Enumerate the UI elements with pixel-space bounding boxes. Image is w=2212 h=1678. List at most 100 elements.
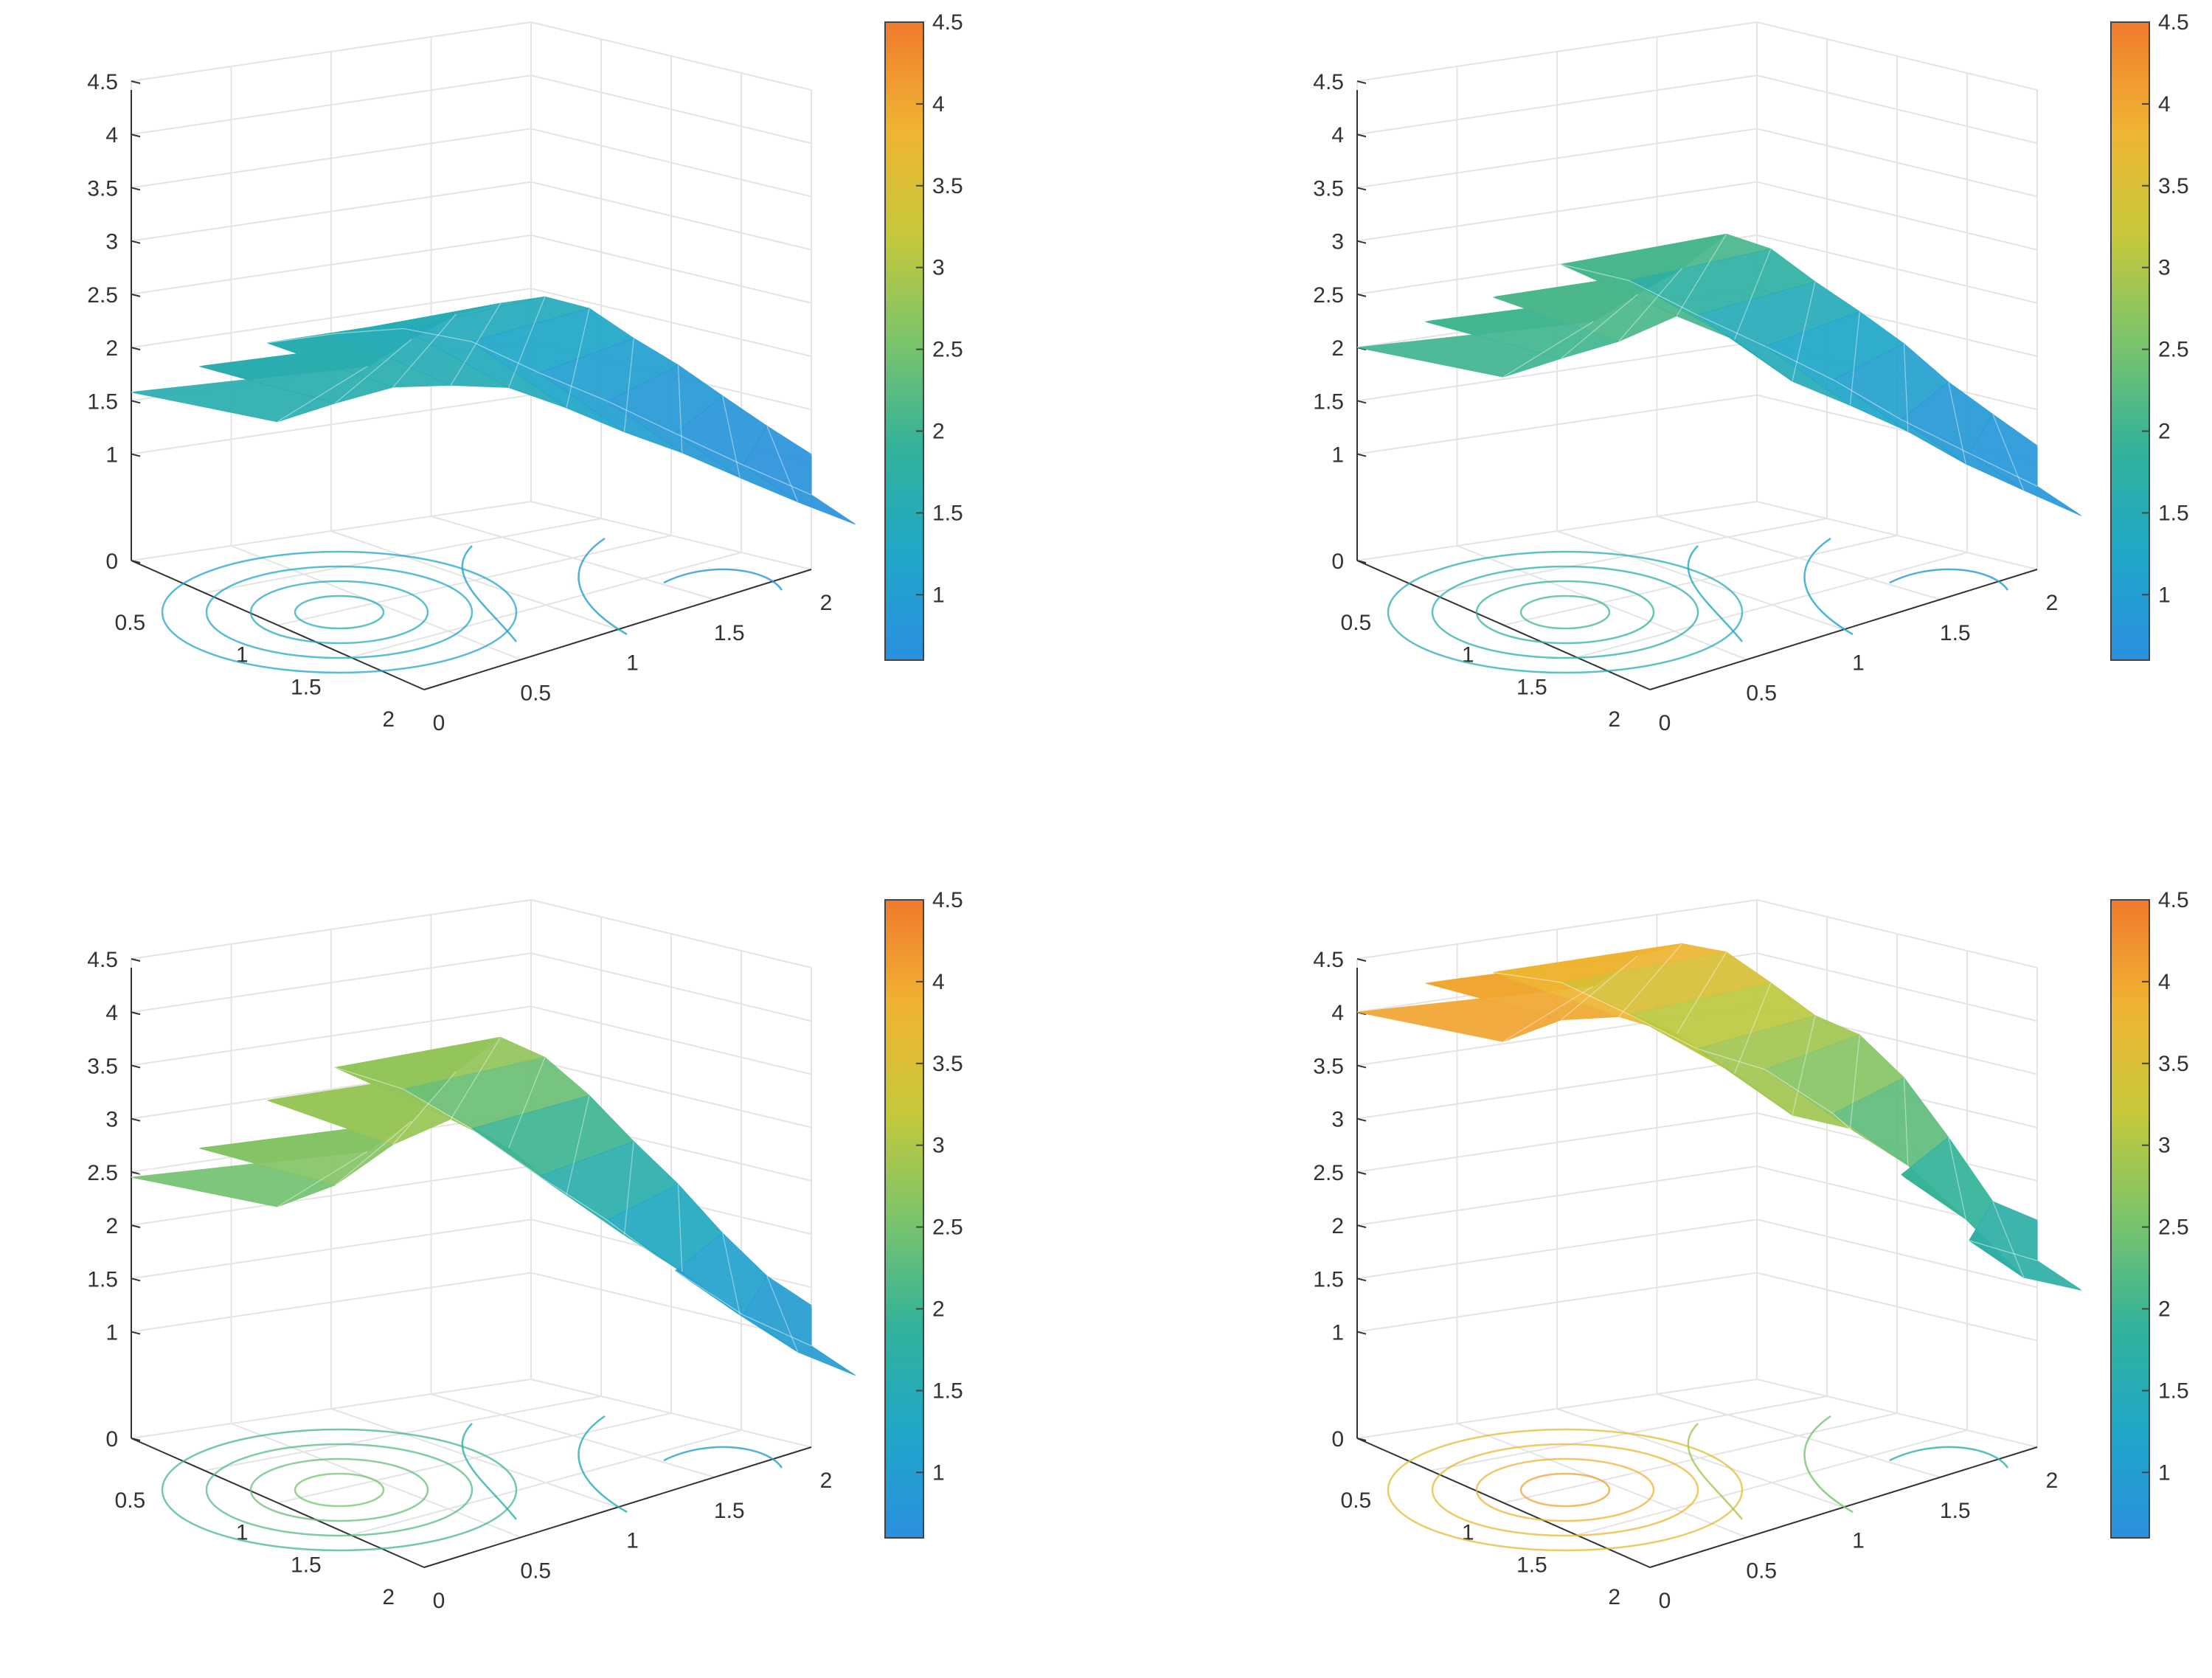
x-tick-label: 0.5 xyxy=(115,611,146,635)
z-tick-label: 1.5 xyxy=(87,389,118,414)
z-tick-mark xyxy=(1356,1117,1367,1122)
floor-grid-line xyxy=(1556,1408,1844,1508)
x-tick-label: 0.5 xyxy=(1341,611,1372,635)
contour-line xyxy=(1431,565,1699,659)
floor-contours xyxy=(161,1415,783,1552)
z-tick-label: 1.5 xyxy=(87,1267,118,1292)
colorbar-ticks: 1 1.5 2 2.5 3 3.5 4 4.5 xyxy=(2142,10,2189,607)
colorbar-tick-label: 2 xyxy=(2158,1297,2171,1321)
contour-line xyxy=(1803,1415,1854,1514)
contour-line xyxy=(1475,1457,1655,1522)
floor-grid-line xyxy=(431,1393,715,1478)
z-tick-label: 3.5 xyxy=(87,1054,118,1078)
surface-mesh-line xyxy=(2036,1219,2082,1291)
y-tick-label: 0 xyxy=(1659,1589,1671,1613)
z-tick-mark xyxy=(1356,400,1367,404)
contour-line xyxy=(1387,1428,1744,1552)
floor-grid-line xyxy=(530,1379,812,1448)
colorbar-tick-label: 4.5 xyxy=(932,888,963,912)
surface-mesh-line xyxy=(277,1151,368,1207)
z-tick-label: 2 xyxy=(1331,1214,1344,1238)
colorbar-tick-label: 1 xyxy=(932,583,945,607)
z-tick-label: 4 xyxy=(1331,123,1344,148)
floor-grid-line xyxy=(1756,501,2038,570)
contour-line xyxy=(205,565,474,659)
colorbar-tick-label: 3.5 xyxy=(2158,174,2189,198)
surface-mesh-line xyxy=(623,1141,634,1235)
wall-grid-line xyxy=(1356,394,1758,455)
colorbar-tick-label: 3 xyxy=(2158,1134,2171,1158)
surface-mesh-line xyxy=(1676,951,1727,1035)
colorbar-ticks: 1 1.5 2 2.5 3 3.5 4 4.5 xyxy=(916,10,963,607)
y-tick-label: 2 xyxy=(820,591,833,615)
z-tick-label: 3 xyxy=(1331,230,1344,254)
floor-grid-line xyxy=(1657,1393,1941,1478)
contour-line xyxy=(1431,1443,1699,1537)
z-tick-mark xyxy=(1356,1438,1367,1441)
contour-line xyxy=(249,580,429,645)
surface-patch xyxy=(1969,413,2082,516)
wall-grid-line xyxy=(1756,21,2038,91)
surface-mesh-line xyxy=(450,303,502,386)
contour-line xyxy=(161,1428,518,1552)
wall-grid-line xyxy=(131,394,532,455)
colorbar-tick-label: 2.5 xyxy=(932,338,963,362)
colorbar-tick-label: 3 xyxy=(932,256,945,280)
wall-grid-line xyxy=(530,288,812,358)
y-tick-label: 0 xyxy=(433,1589,445,1613)
x-ticks: 0.5 1 1.5 2 xyxy=(115,611,395,732)
surface-mesh-line xyxy=(766,1275,799,1353)
wall-grid-line xyxy=(530,952,812,1022)
wall-grid-line xyxy=(1756,1272,2038,1342)
surface-mesh-line xyxy=(677,364,683,453)
contour-line xyxy=(578,537,628,636)
surface-mesh-line xyxy=(811,454,856,525)
wall-grid-line xyxy=(530,1005,812,1075)
y-tick-label: 0.5 xyxy=(1746,681,1777,705)
z-tick-label: 4.5 xyxy=(87,70,118,94)
y-tick-label: 2 xyxy=(2046,1469,2059,1493)
colorbar-tick-label: 2 xyxy=(2158,419,2171,443)
floor-grid-line xyxy=(1756,1379,2038,1448)
surface-mesh-line xyxy=(623,338,634,432)
z-tick-label: 4 xyxy=(1331,1001,1344,1025)
z-tick-label: 4.5 xyxy=(1313,70,1344,94)
x-axis-line xyxy=(131,1438,425,1568)
wall-grid-line xyxy=(1756,74,2038,145)
z-ticks: 0 1 1.5 2 2.5 3 3.5 4 4.5 xyxy=(1313,948,1367,1452)
floor-grid-line xyxy=(330,1408,618,1508)
contour-line xyxy=(161,550,518,674)
wall-grid-line xyxy=(1356,899,1758,960)
contour-line xyxy=(1803,537,1854,636)
wall-grid-line xyxy=(1756,1218,2038,1289)
wall-grid-line xyxy=(1356,1272,1758,1333)
surface-mesh-line xyxy=(508,1057,546,1148)
y-tick-label: 1.5 xyxy=(1940,1499,1971,1523)
z-tick-label: 1 xyxy=(1331,1321,1344,1345)
z-tick-label: 0 xyxy=(105,549,118,574)
colorbar-tick-label: 2 xyxy=(932,419,945,443)
contour-line xyxy=(1687,545,1743,642)
z-tick-mark xyxy=(1356,1277,1367,1282)
y-ticks: 0 0.5 1 1.5 2 xyxy=(433,591,833,735)
colorbar-ticks: 1 1.5 2 2.5 3 3.5 4 4.5 xyxy=(916,888,963,1485)
floor-contours xyxy=(1387,537,2009,674)
x-ticks: 0.5 1 1.5 2 xyxy=(1341,1488,1620,1609)
x-tick-label: 1.5 xyxy=(1516,1553,1547,1577)
y-tick-label: 0 xyxy=(433,711,445,735)
y-tick-label: 1 xyxy=(1852,651,1865,676)
floor-grid-line xyxy=(350,552,742,659)
y-tick-label: 1 xyxy=(626,651,639,676)
x-tick-label: 2 xyxy=(1608,707,1620,732)
y-tick-label: 0.5 xyxy=(1746,1559,1777,1583)
z-tick-mark xyxy=(1356,1171,1367,1175)
panel-b: 0 1 1.5 2 2.5 3 3.5 4 4.5 0.5 1 1.5 2 0 0.5 1 1.5 2 1 1.5 2 2… xyxy=(1313,10,2189,735)
surface-mesh-line xyxy=(722,395,741,478)
z-tick-mark xyxy=(131,293,141,297)
surface-patch xyxy=(743,1275,856,1376)
colorbar-tick-label: 3.5 xyxy=(2158,1052,2189,1076)
x-axis-line xyxy=(1356,1438,1651,1568)
wall-grid-line xyxy=(1356,1112,1758,1173)
y-tick-label: 1 xyxy=(626,1529,639,1553)
x-tick-label: 1.5 xyxy=(291,675,322,699)
